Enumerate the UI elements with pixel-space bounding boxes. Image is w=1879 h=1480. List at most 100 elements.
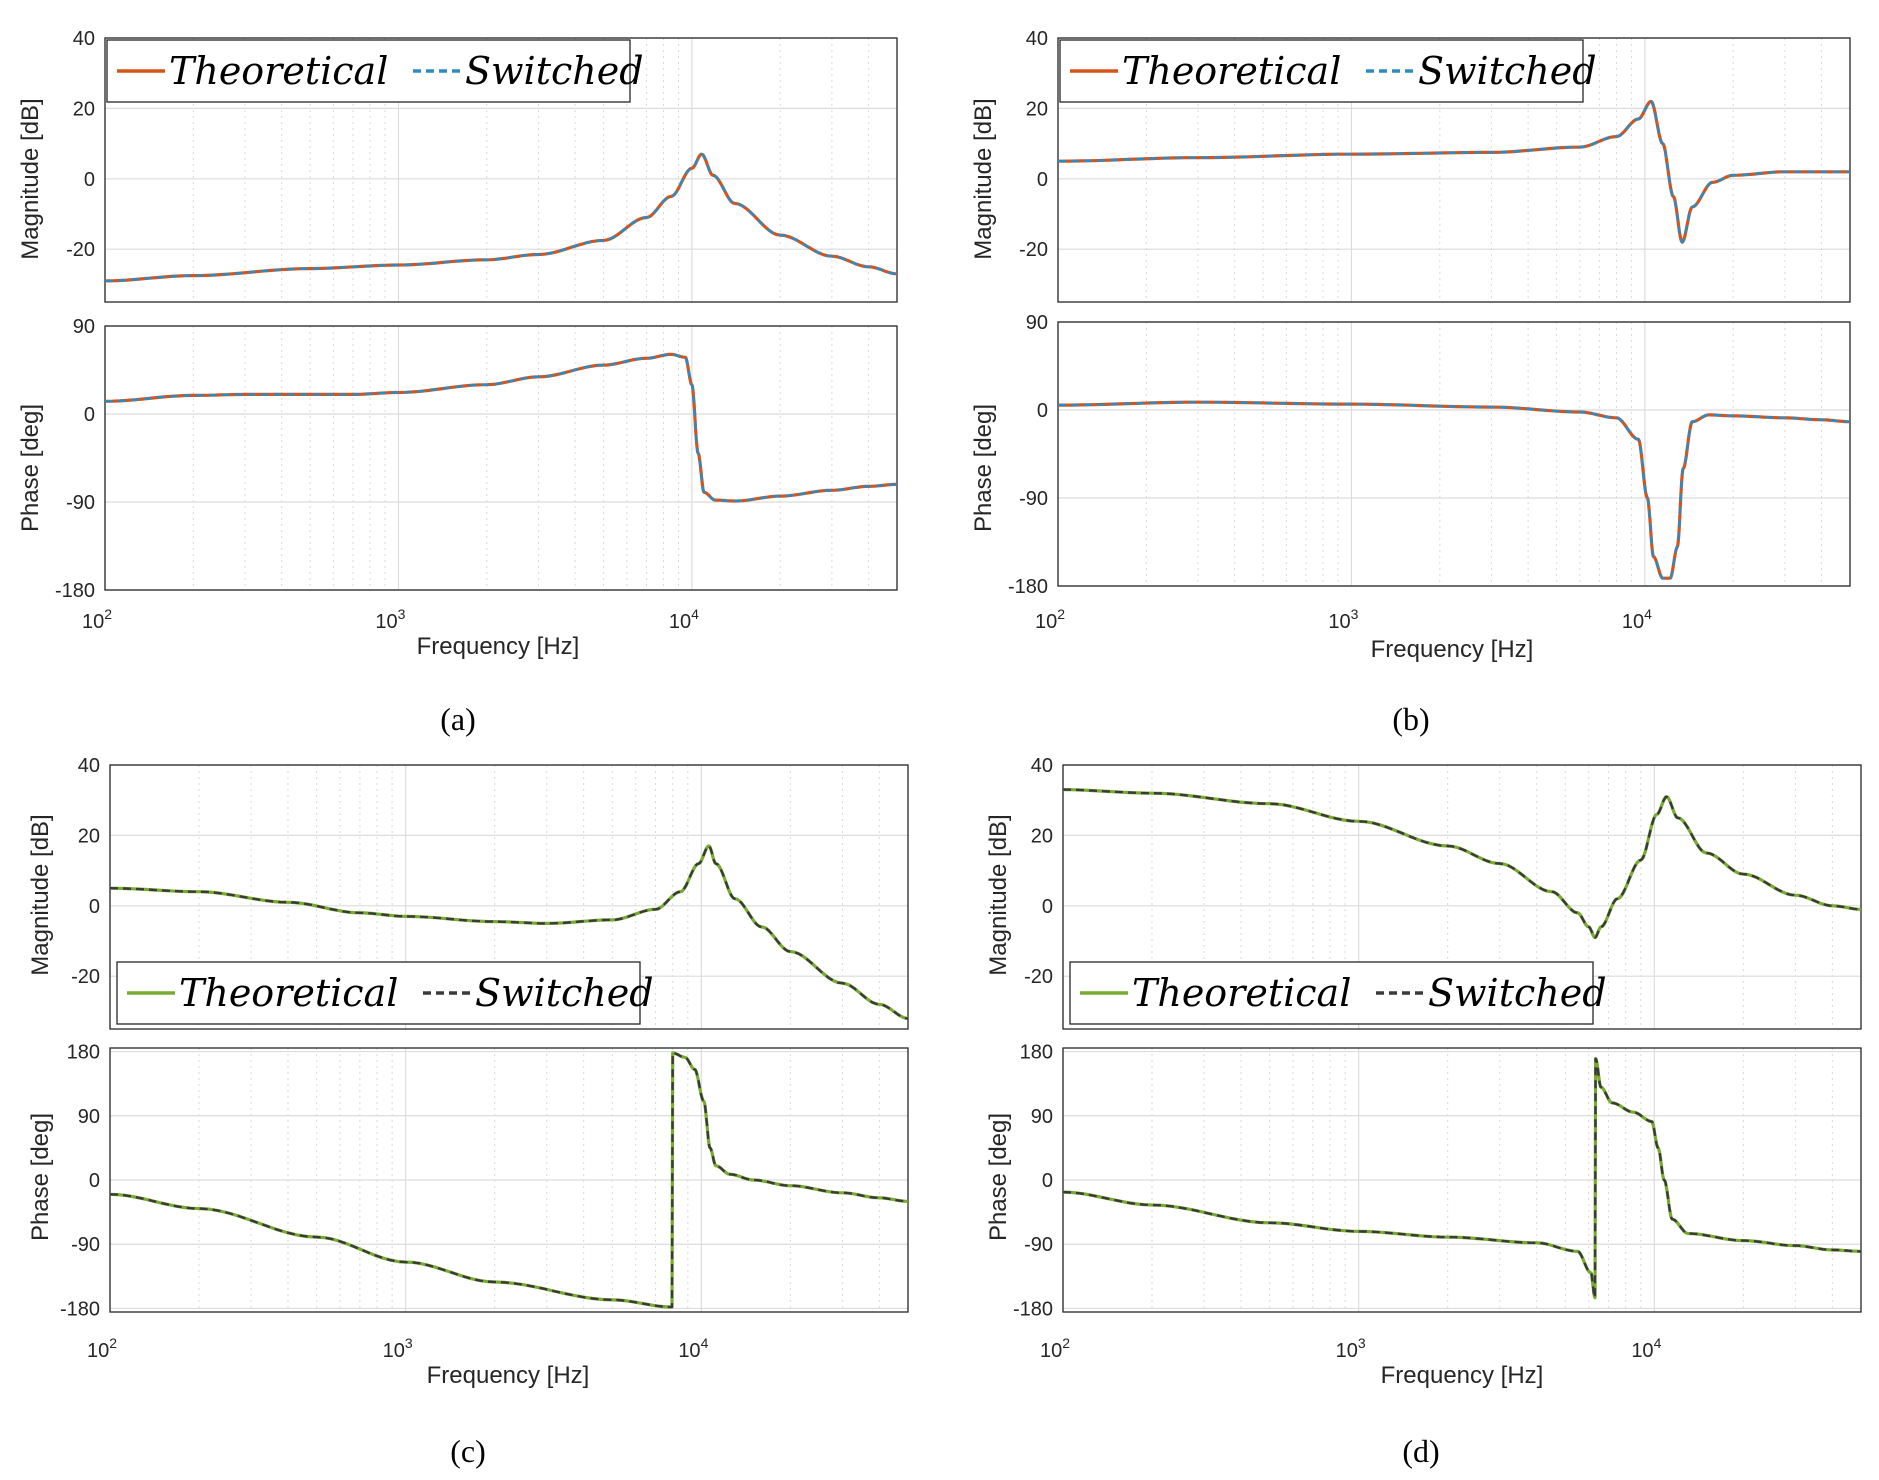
y-tick-label: -20 (1019, 239, 1048, 261)
switched-series (109, 1051, 909, 1309)
axes-frame (104, 325, 898, 591)
plot-area (1058, 322, 1850, 586)
legend-label-theoretical: Theoretical (1132, 971, 1351, 1015)
y-tick-label: -90 (1019, 488, 1048, 510)
x-axis-label: Frequency [Hz] (417, 633, 580, 660)
y-tick-label: -180 (60, 1298, 100, 1320)
phase-axes: -180 -90 0 90 102 103 104 (55, 316, 898, 633)
legend-label-theoretical: Theoretical (1122, 49, 1341, 93)
x-tick-label: 103 (383, 1335, 413, 1362)
phase-ylabel: Phase [deg] (27, 1113, 54, 1241)
y-tick-label: -90 (66, 492, 95, 514)
x-tick-label: 103 (1336, 1335, 1366, 1362)
x-axis-label: Frequency [Hz] (1381, 1362, 1544, 1389)
y-tick-label: 0 (1042, 1170, 1053, 1192)
y-tick-label: 0 (1037, 400, 1048, 422)
panel-a: Magnitude [dB] Phase [deg] Frequency [Hz… (17, 28, 898, 737)
legend-label-switched: Switched (1428, 971, 1607, 1015)
panel-d: Magnitude [dB] Phase [deg] Frequency [Hz… (985, 755, 1862, 1469)
y-tick-label: 0 (1037, 169, 1048, 191)
switched-series (1058, 401, 1850, 580)
phase-axes: -180 -90 0 90 180 102 103 104 (60, 1042, 909, 1362)
y-tick-label: 180 (1020, 1042, 1053, 1064)
legend-label-theoretical: Theoretical (169, 49, 388, 93)
y-tick-label: 180 (67, 1042, 100, 1064)
y-tick-label: -180 (1013, 1298, 1053, 1320)
panel-b: Magnitude [dB] Phase [deg] Frequency [Hz… (970, 28, 1851, 737)
x-tick-label: 104 (678, 1335, 708, 1362)
x-tick-label: 104 (1622, 606, 1652, 633)
mag-ylabel: Magnitude [dB] (17, 98, 44, 259)
y-tick-label: 0 (1042, 896, 1053, 918)
x-tick-label: 102 (82, 606, 112, 633)
phase-ylabel: Phase [deg] (970, 404, 997, 532)
phase-ylabel: Phase [deg] (17, 404, 44, 532)
mag-ylabel: Magnitude [dB] (27, 814, 54, 975)
switched-series (1057, 100, 1850, 244)
x-tick-label: 104 (1631, 1335, 1661, 1362)
legend-box (106, 39, 631, 103)
y-tick-label: 40 (73, 28, 95, 50)
y-tick-label: 20 (1031, 825, 1053, 847)
x-axis-label: Frequency [Hz] (427, 1362, 590, 1389)
panel-c: Magnitude [dB] Phase [deg] Frequency [Hz… (27, 755, 909, 1469)
y-tick-label: 0 (89, 1170, 100, 1192)
y-tick-label: -180 (1008, 576, 1048, 598)
x-tick-label: 102 (1035, 606, 1065, 633)
y-tick-label: 90 (78, 1106, 100, 1128)
legend: Theoretical Switched (116, 961, 654, 1025)
x-tick-label: 102 (1040, 1335, 1070, 1362)
phase-axes: -180 -90 0 90 180 102 103 104 (1013, 1042, 1862, 1362)
panel-caption: (a) (440, 701, 476, 737)
plot-area (105, 326, 897, 590)
legend: Theoretical Switched (1069, 961, 1607, 1025)
switched-series (109, 844, 909, 1020)
y-tick-label: 20 (78, 825, 100, 847)
y-tick-label: 40 (1026, 28, 1048, 50)
panel-caption: (b) (1392, 701, 1429, 737)
y-tick-label: 90 (1031, 1106, 1053, 1128)
axes-frame (1057, 321, 1851, 587)
switched-series (1062, 1057, 1862, 1299)
axes-frame (109, 764, 909, 1030)
y-tick-label: 20 (1026, 98, 1048, 120)
panel-caption: (c) (450, 1433, 486, 1469)
phase-axes: -180 -90 0 90 102 103 104 (1008, 312, 1851, 633)
legend: Theoretical Switched (1059, 39, 1597, 103)
phase-ylabel: Phase [deg] (985, 1113, 1012, 1241)
y-tick-label: 90 (1026, 312, 1048, 334)
legend-box (116, 961, 641, 1025)
switched-series (104, 153, 898, 283)
legend-box (1069, 961, 1594, 1025)
switched-series (104, 353, 897, 503)
legend-box (1059, 39, 1584, 103)
axes-frame (1057, 37, 1851, 303)
x-tick-label: 103 (375, 606, 405, 633)
x-tick-label: 103 (1328, 606, 1358, 633)
y-tick-label: -180 (55, 580, 95, 602)
y-tick-label: -90 (71, 1234, 100, 1256)
y-tick-label: -20 (66, 239, 95, 261)
mag-ylabel: Magnitude [dB] (970, 98, 997, 259)
switched-series (1062, 788, 1861, 939)
y-tick-label: 40 (1031, 755, 1053, 777)
mag-ylabel: Magnitude [dB] (985, 814, 1012, 975)
legend-label-switched: Switched (475, 971, 654, 1015)
y-tick-label: -90 (1024, 1234, 1053, 1256)
x-tick-label: 104 (669, 606, 699, 633)
y-tick-label: 40 (78, 755, 100, 777)
legend-label-switched: Switched (465, 49, 644, 93)
y-tick-label: 0 (84, 169, 95, 191)
y-tick-label: 0 (84, 404, 95, 426)
legend-label-switched: Switched (1418, 49, 1597, 93)
y-tick-label: -20 (71, 966, 100, 988)
y-tick-label: 90 (73, 316, 95, 338)
axes-frame (1062, 764, 1862, 1030)
axes-frame (104, 37, 898, 303)
axes-frame (1062, 1047, 1862, 1313)
axes-frame (109, 1047, 909, 1313)
y-tick-label: 20 (73, 98, 95, 120)
legend-label-theoretical: Theoretical (179, 971, 398, 1015)
x-axis-label: Frequency [Hz] (1371, 636, 1534, 663)
